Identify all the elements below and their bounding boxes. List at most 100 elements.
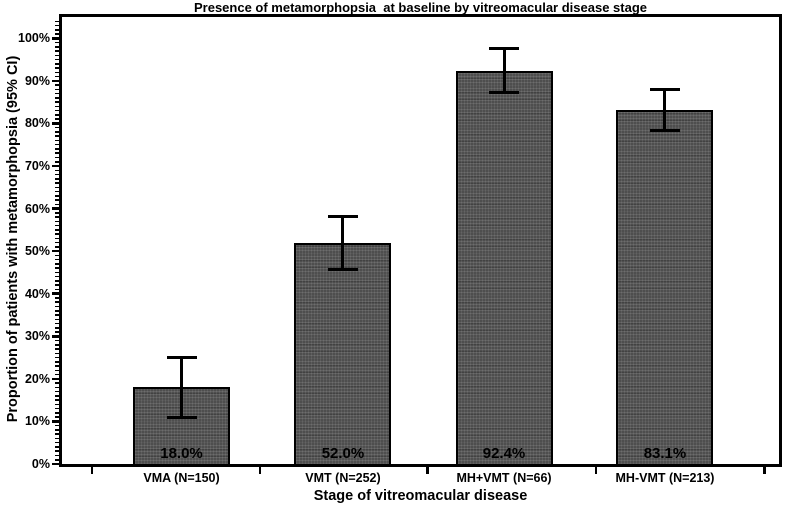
y-minor-tick — [55, 182, 59, 184]
x-axis-title: Stage of vitreomacular disease — [313, 488, 528, 504]
y-minor-tick — [55, 109, 59, 112]
error-bar-cap-top — [489, 47, 520, 51]
y-minor-tick — [55, 348, 59, 350]
y-minor-tick — [55, 114, 59, 116]
y-minor-tick — [55, 339, 59, 342]
bar-value-label: 18.0% — [160, 445, 203, 462]
y-minor-tick — [55, 97, 59, 99]
y-major-tick — [52, 335, 59, 338]
x-category-label: VMT (N=252) — [305, 471, 381, 485]
bar-value-label: 92.4% — [482, 445, 526, 462]
y-minor-tick — [55, 275, 59, 278]
y-minor-tick — [55, 212, 59, 214]
x-category-label: VMA (N=150) — [143, 471, 220, 485]
y-minor-tick — [55, 437, 59, 440]
y-minor-tick — [55, 24, 59, 27]
y-minor-tick — [55, 407, 59, 410]
error-bar-line — [663, 89, 667, 131]
y-minor-tick — [55, 352, 59, 355]
error-bar-cap-top — [327, 214, 358, 218]
y-minor-tick — [55, 143, 59, 146]
chart-title: Presence of metamorphopsia at baseline b… — [193, 0, 648, 15]
y-minor-tick — [55, 284, 59, 286]
y-minor-tick — [55, 148, 59, 150]
bar: 52.0% — [294, 242, 392, 464]
y-minor-tick — [55, 263, 59, 265]
y-minor-tick — [55, 365, 59, 367]
x-boundary-tick — [258, 467, 262, 474]
bar: 92.4% — [455, 70, 553, 464]
y-minor-tick — [55, 63, 59, 65]
y-minor-tick — [55, 203, 59, 206]
y-major-tick — [52, 122, 59, 125]
y-minor-tick — [55, 161, 59, 163]
y-minor-tick — [55, 331, 59, 333]
y-minor-tick — [55, 233, 59, 235]
y-major-tick — [52, 249, 59, 253]
y-minor-tick — [55, 399, 59, 401]
y-minor-tick — [55, 156, 59, 159]
y-minor-tick — [55, 29, 59, 31]
y-minor-tick — [55, 186, 59, 189]
y-minor-tick — [55, 178, 59, 180]
y-minor-tick — [55, 258, 59, 261]
y-minor-tick — [55, 33, 59, 35]
y-minor-tick — [55, 288, 59, 291]
bar-value-label: 52.0% — [321, 445, 365, 462]
y-tick-label: 10% — [24, 414, 50, 429]
y-minor-tick — [55, 46, 59, 48]
y-minor-tick — [55, 267, 59, 269]
y-minor-tick — [55, 199, 59, 201]
y-minor-tick — [55, 169, 59, 172]
y-major-tick — [52, 79, 59, 83]
y-minor-tick — [55, 84, 59, 86]
y-minor-tick — [55, 75, 59, 78]
y-minor-tick — [55, 429, 59, 431]
y-minor-tick — [55, 195, 59, 197]
y-minor-tick — [55, 301, 59, 303]
y-minor-tick — [55, 373, 59, 376]
y-minor-tick — [55, 416, 59, 418]
y-major-tick — [52, 420, 59, 423]
bar-value-label: 83.1% — [643, 445, 687, 462]
error-bar-cap-top — [649, 87, 680, 91]
y-major-tick — [52, 164, 59, 168]
error-bar-cap-bottom — [166, 415, 197, 419]
error-bar-line — [502, 48, 506, 93]
y-minor-tick — [55, 118, 59, 120]
y-minor-tick — [55, 314, 59, 316]
y-minor-tick — [55, 412, 59, 414]
y-minor-tick — [55, 390, 59, 393]
x-category-label: MH-VMT (N=213) — [615, 471, 715, 485]
y-minor-tick — [55, 71, 59, 74]
y-minor-tick — [55, 101, 59, 103]
plot-area: 0% 10% 20% 30% 40% 50% 60% 70% 80% 90% 100% 18.0% VM… — [18, 14, 782, 485]
y-major-tick — [52, 37, 59, 40]
y-minor-tick — [55, 105, 59, 108]
y-minor-tick — [55, 441, 59, 444]
y-minor-tick — [55, 41, 59, 44]
y-minor-tick — [55, 424, 59, 427]
y-minor-tick — [55, 454, 59, 457]
y-major-tick — [52, 207, 59, 210]
y-minor-tick — [55, 67, 59, 69]
y-tick-label: 20% — [24, 371, 50, 386]
y-major-tick — [52, 292, 59, 295]
y-minor-tick — [55, 173, 59, 176]
y-major-tick — [52, 462, 59, 466]
x-boundary-tick — [594, 467, 598, 474]
x-boundary-tick — [763, 467, 766, 474]
y-minor-tick — [55, 382, 59, 384]
y-minor-tick — [55, 356, 59, 359]
error-bar-cap-bottom — [649, 129, 680, 133]
y-tick-label: 80% — [24, 116, 50, 131]
y-tick-label: 50% — [24, 244, 50, 259]
y-tick-label: 70% — [24, 159, 50, 174]
y-minor-tick — [55, 297, 59, 299]
y-minor-tick — [55, 50, 59, 52]
y-minor-tick — [55, 361, 59, 363]
y-minor-tick — [55, 237, 59, 240]
y-minor-tick — [55, 131, 59, 133]
y-tick-label: 60% — [24, 201, 50, 216]
